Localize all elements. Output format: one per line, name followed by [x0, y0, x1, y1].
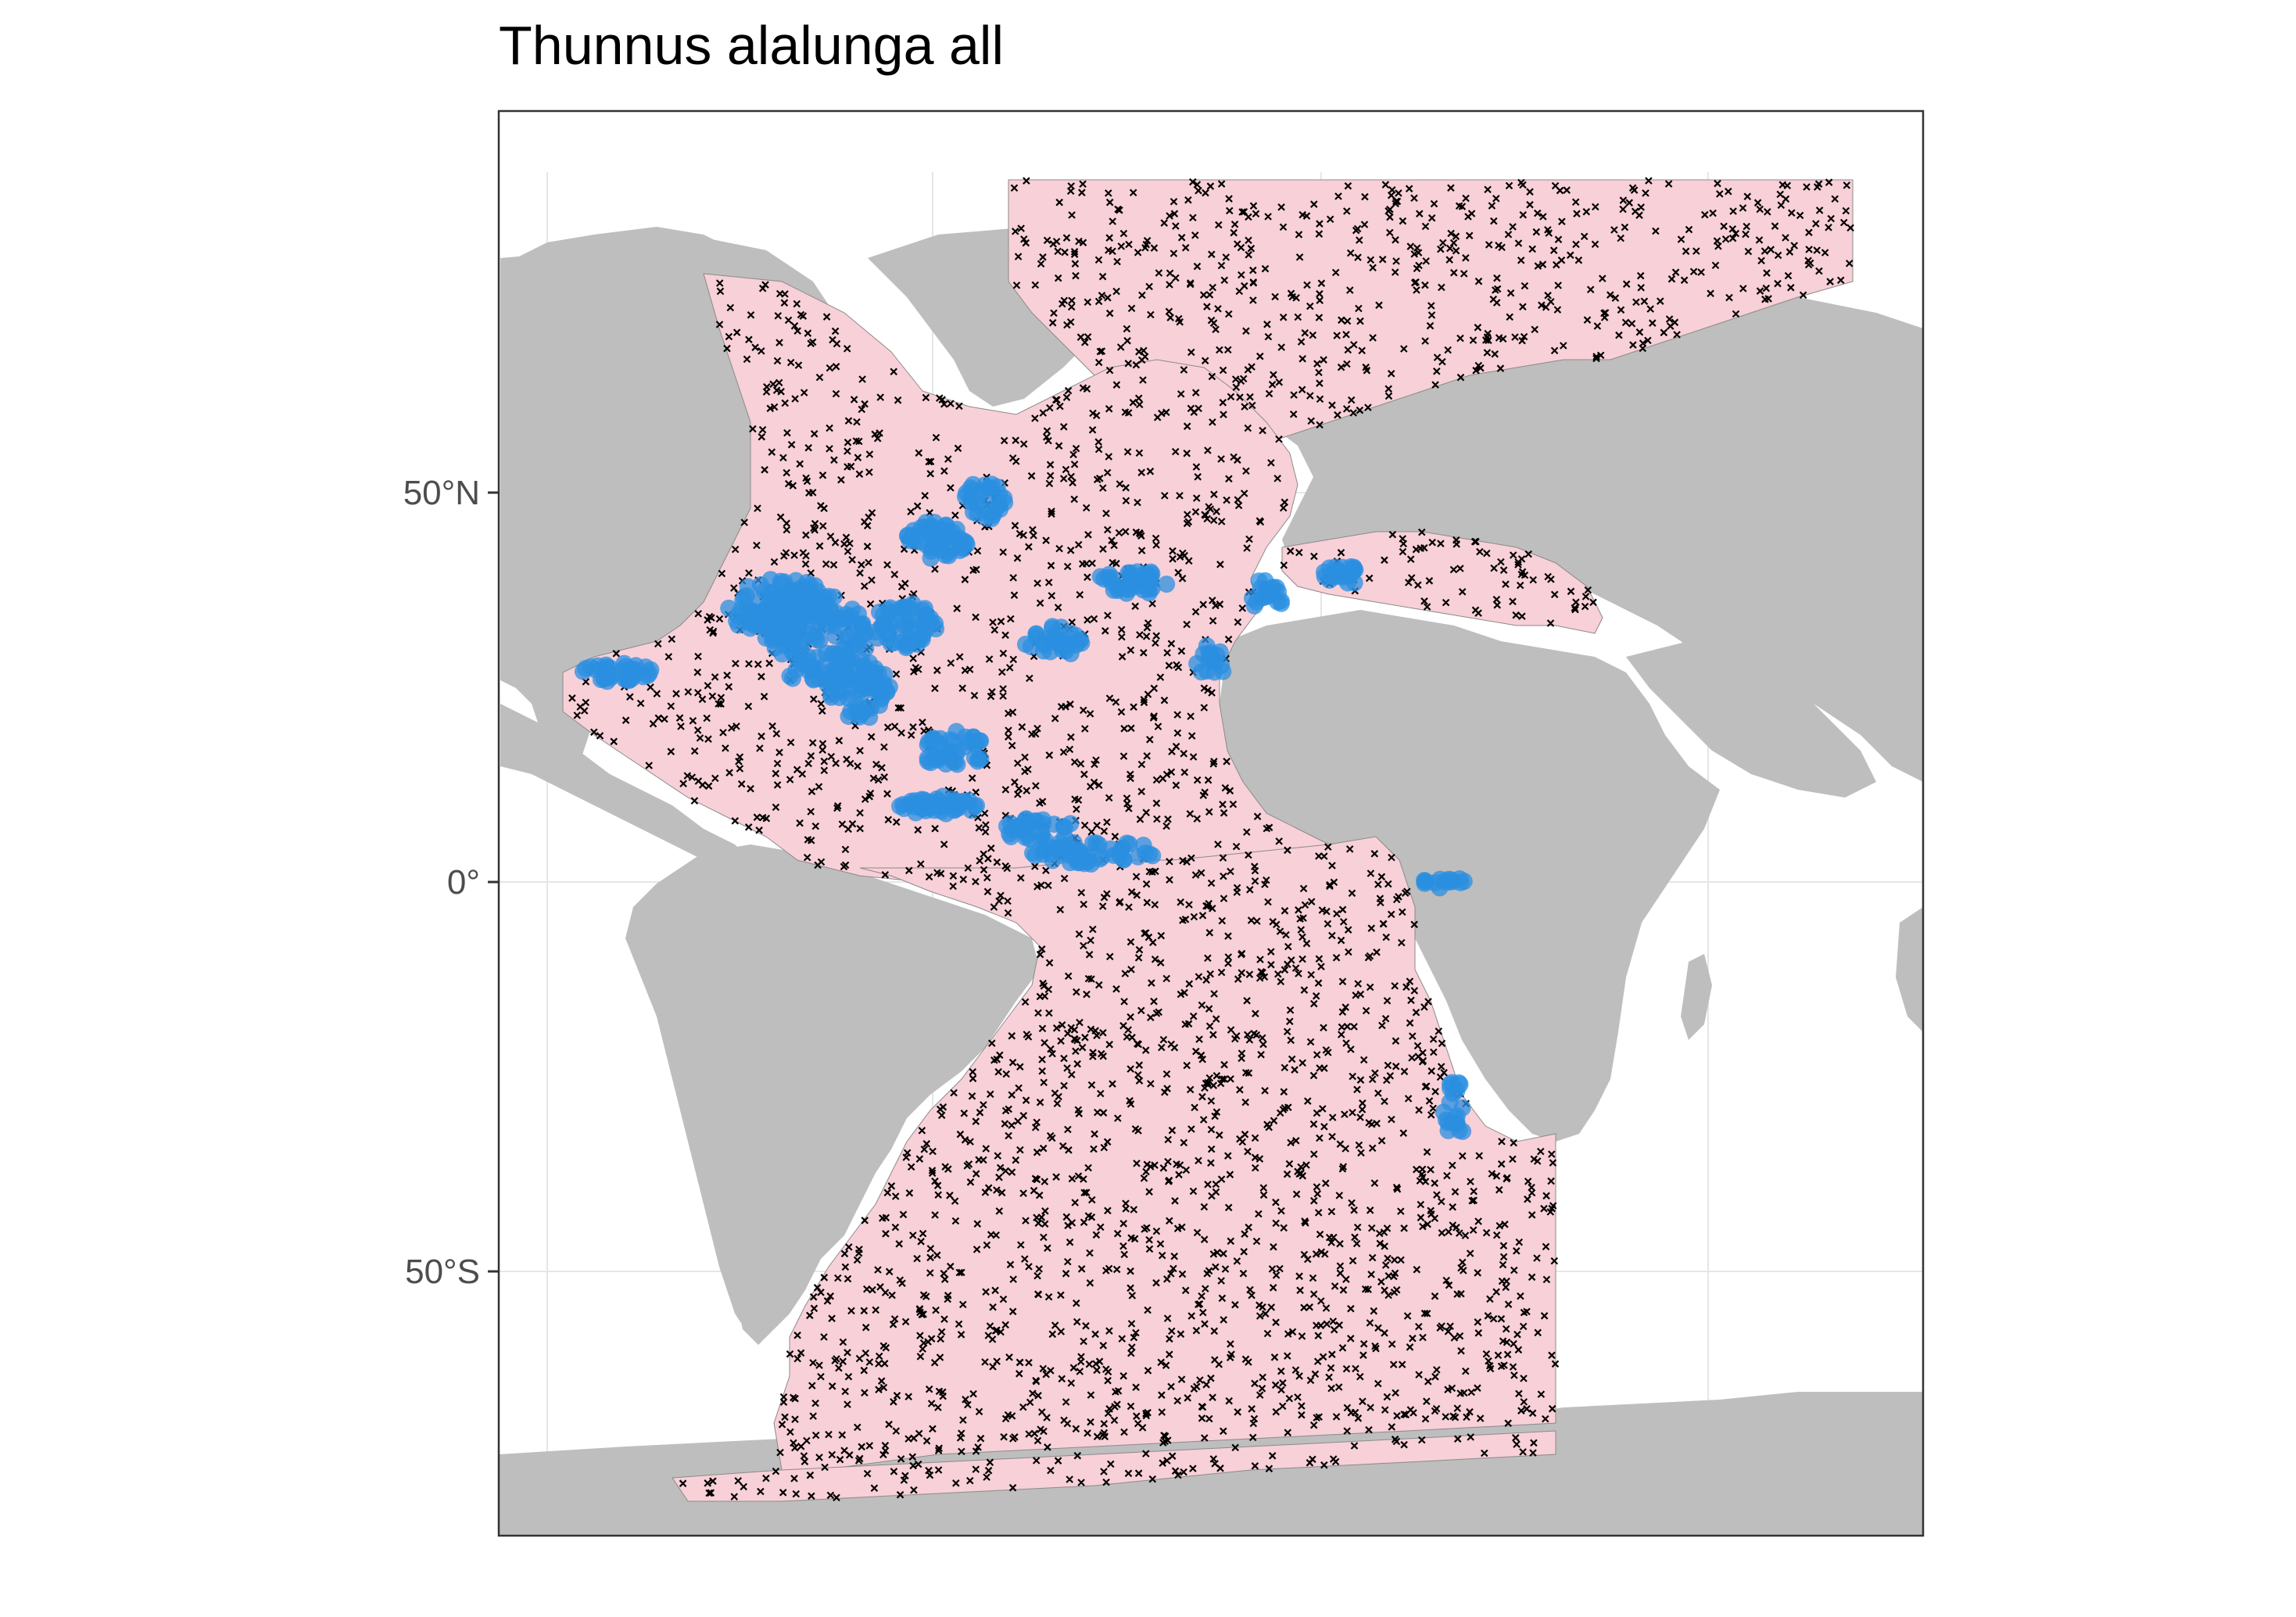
- presence-points: [574, 475, 1473, 1140]
- presence-point: [969, 752, 987, 770]
- presence-point: [914, 626, 932, 644]
- south-america-west-land: [625, 938, 790, 1337]
- australia-land: [1896, 907, 1923, 1032]
- presence-point: [1451, 870, 1469, 887]
- presence-point: [807, 601, 825, 619]
- presence-point: [958, 536, 976, 554]
- presence-point: [625, 660, 642, 678]
- presence-point: [881, 616, 898, 634]
- presence-point: [639, 666, 657, 684]
- presence-point: [937, 805, 955, 823]
- presence-point: [1188, 654, 1206, 672]
- presence-point: [1035, 636, 1053, 654]
- presence-point: [788, 595, 805, 613]
- presence-point: [811, 631, 829, 649]
- presence-point: [829, 611, 847, 629]
- presence-point: [1416, 872, 1433, 889]
- presence-point: [1070, 633, 1088, 651]
- polar-white: [499, 111, 1923, 172]
- y-tick-label: 50°N: [403, 474, 480, 512]
- presence-point: [1345, 558, 1363, 576]
- presence-point: [804, 669, 822, 687]
- presence-point: [1248, 593, 1266, 611]
- presence-point: [766, 639, 784, 657]
- madagascar-land: [1681, 954, 1712, 1040]
- presence-point: [843, 651, 861, 669]
- presence-point: [906, 798, 924, 816]
- presence-point: [1250, 572, 1268, 590]
- presence-point: [1099, 568, 1117, 586]
- presence-point: [1437, 1111, 1455, 1129]
- presence-point: [829, 664, 847, 681]
- panel-border: [497, 109, 1925, 1537]
- presence-point: [1453, 1099, 1471, 1117]
- presence-point: [1053, 641, 1071, 659]
- presence-point: [1326, 567, 1343, 585]
- presence-point: [751, 576, 769, 593]
- presence-point: [956, 728, 974, 746]
- presence-point: [930, 739, 947, 757]
- presence-point: [918, 536, 936, 554]
- presence-point: [1112, 848, 1130, 866]
- presence-point: [1450, 1074, 1468, 1092]
- presence-point: [852, 615, 870, 633]
- presence-point: [1093, 848, 1111, 866]
- presence-point: [602, 669, 619, 687]
- presence-point: [577, 659, 595, 677]
- presence-point: [720, 599, 738, 617]
- presence-point: [783, 644, 801, 662]
- presence-point: [1087, 834, 1105, 852]
- presence-point: [822, 686, 840, 704]
- presence-point: [1055, 818, 1073, 836]
- presence-point: [761, 593, 779, 610]
- presence-point: [772, 572, 790, 590]
- y-axis: 50°N 0° 50°S: [403, 474, 499, 1291]
- presence-point: [1203, 651, 1221, 669]
- presence-point: [1139, 577, 1157, 594]
- presence-point: [779, 628, 797, 646]
- southern-ocean-region: [672, 1430, 1556, 1502]
- presence-point: [960, 791, 978, 809]
- y-tick-label: 0°: [447, 863, 480, 902]
- presence-point: [1044, 619, 1061, 637]
- presence-point: [1129, 848, 1147, 866]
- presence-point: [917, 608, 935, 626]
- arabia-land: [1626, 641, 1876, 798]
- presence-point: [1122, 572, 1140, 590]
- y-tick-label: 50°S: [405, 1253, 480, 1291]
- presence-point: [1032, 831, 1049, 849]
- presence-point: [1158, 575, 1176, 593]
- presence-point: [899, 527, 916, 545]
- arctic-canada-land: [500, 227, 766, 477]
- presence-point: [919, 749, 937, 767]
- presence-point: [868, 679, 886, 697]
- presence-point: [963, 482, 981, 500]
- presence-point: [1272, 594, 1290, 612]
- presence-point: [745, 603, 763, 621]
- presence-point: [1109, 582, 1127, 600]
- presence-point: [1450, 1121, 1468, 1139]
- presence-point: [735, 589, 753, 607]
- central-america-land: [500, 704, 750, 868]
- presence-point: [901, 612, 919, 630]
- presence-point: [1010, 817, 1028, 835]
- presence-point: [934, 787, 951, 805]
- plot-title: Thunnus alalunga all: [499, 15, 1005, 76]
- presence-point: [984, 507, 1002, 525]
- presence-point: [850, 701, 868, 719]
- presence-point: [1069, 843, 1087, 861]
- presence-point: [938, 522, 956, 540]
- presence-point: [728, 612, 745, 629]
- presence-point: [1034, 815, 1051, 833]
- presence-point: [1026, 847, 1044, 865]
- presence-point: [913, 518, 930, 536]
- presence-point: [983, 475, 1001, 493]
